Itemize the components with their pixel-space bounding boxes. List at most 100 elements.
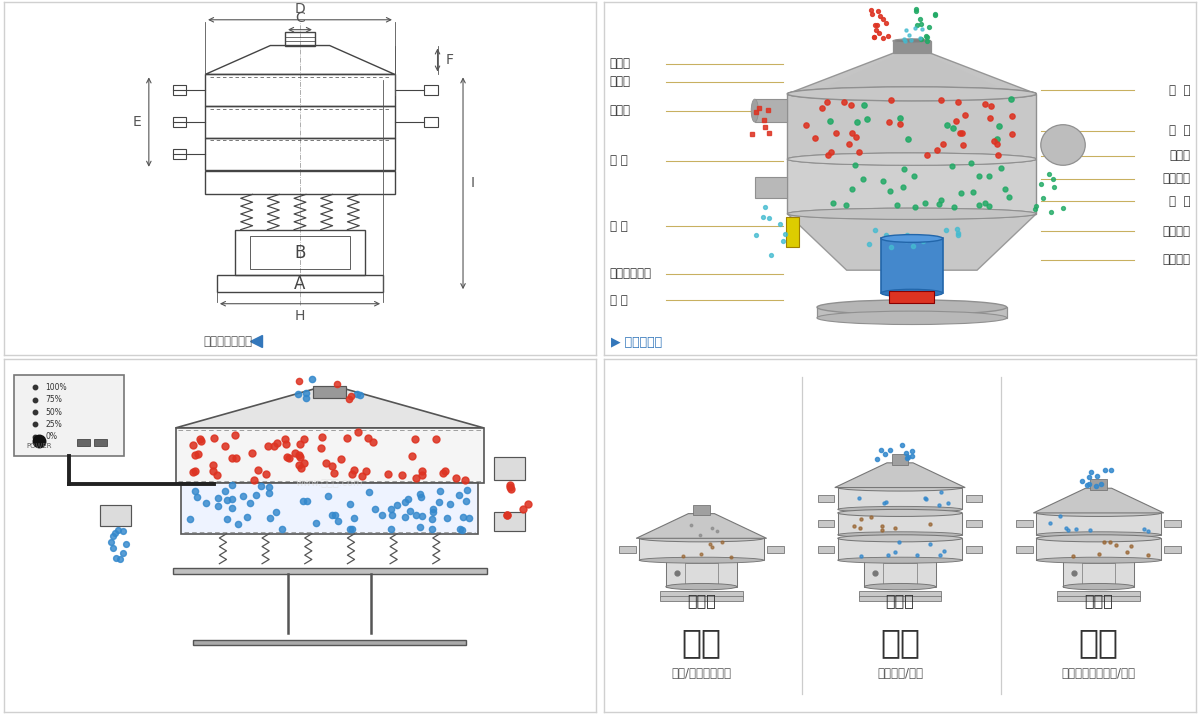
Bar xyxy=(250,236,350,269)
Ellipse shape xyxy=(838,509,962,516)
Bar xyxy=(817,495,834,502)
Bar xyxy=(858,596,942,601)
Bar xyxy=(235,230,365,276)
Bar xyxy=(787,94,1037,159)
Bar xyxy=(1037,538,1160,560)
Text: 上部重锤: 上部重锤 xyxy=(1163,172,1190,185)
Bar xyxy=(817,521,834,528)
Ellipse shape xyxy=(838,484,962,491)
Text: 防尘盖: 防尘盖 xyxy=(610,75,630,88)
Text: H: H xyxy=(295,308,305,323)
Bar xyxy=(666,560,737,587)
Bar xyxy=(286,32,314,46)
Text: 过滤: 过滤 xyxy=(880,627,920,660)
Bar xyxy=(173,568,487,574)
Text: 弹 簧: 弹 簧 xyxy=(610,220,628,233)
Ellipse shape xyxy=(1040,125,1085,165)
Text: 75%: 75% xyxy=(46,396,62,404)
Text: B: B xyxy=(294,243,306,261)
Bar xyxy=(1164,521,1181,528)
Text: 单层式: 单层式 xyxy=(686,593,716,608)
Bar xyxy=(1082,563,1115,584)
Bar xyxy=(966,495,983,502)
Ellipse shape xyxy=(787,208,1037,219)
Text: 三层式: 三层式 xyxy=(886,593,914,608)
Text: 除杂: 除杂 xyxy=(1079,627,1118,660)
Bar xyxy=(173,149,186,159)
Text: www.振动筛.com: www.振动筛.com xyxy=(296,478,364,488)
Bar xyxy=(173,117,186,127)
Text: 筛  盘: 筛 盘 xyxy=(1169,195,1190,208)
Ellipse shape xyxy=(1037,535,1160,542)
Ellipse shape xyxy=(838,532,962,538)
Ellipse shape xyxy=(1037,509,1160,516)
Bar xyxy=(95,439,107,446)
Ellipse shape xyxy=(1037,532,1160,538)
Ellipse shape xyxy=(838,506,962,513)
Bar xyxy=(864,560,936,587)
Text: F: F xyxy=(445,53,454,67)
Text: 加重块: 加重块 xyxy=(1170,149,1190,162)
Text: 出料口: 出料口 xyxy=(610,104,630,117)
Text: 分级: 分级 xyxy=(682,627,721,660)
Text: ▶ 结构示意图: ▶ 结构示意图 xyxy=(611,336,662,349)
Bar xyxy=(893,41,931,54)
Text: POWER: POWER xyxy=(26,443,52,449)
Ellipse shape xyxy=(640,535,763,542)
Polygon shape xyxy=(835,463,965,488)
Bar xyxy=(205,138,395,170)
Text: 双层式: 双层式 xyxy=(1084,593,1114,608)
Text: 0%: 0% xyxy=(46,432,58,441)
Text: 50%: 50% xyxy=(46,408,62,416)
Text: C: C xyxy=(295,11,305,26)
Ellipse shape xyxy=(787,87,1037,101)
Bar xyxy=(966,521,983,528)
Bar xyxy=(425,86,438,95)
Text: 束 环: 束 环 xyxy=(610,154,628,167)
Bar xyxy=(313,386,347,398)
Bar xyxy=(494,457,526,480)
Bar xyxy=(193,640,466,645)
Bar xyxy=(660,596,743,601)
Bar xyxy=(14,375,124,456)
Bar xyxy=(755,99,787,122)
Ellipse shape xyxy=(817,300,1007,315)
Bar xyxy=(1063,560,1134,587)
Bar xyxy=(173,86,186,95)
Bar xyxy=(205,106,395,138)
Text: 机 座: 机 座 xyxy=(610,293,628,307)
Ellipse shape xyxy=(1037,557,1160,563)
Bar xyxy=(838,538,962,560)
Ellipse shape xyxy=(787,87,1037,101)
Bar xyxy=(817,306,1007,318)
Bar xyxy=(892,454,908,465)
Bar xyxy=(205,74,395,106)
Bar xyxy=(838,513,962,535)
Bar xyxy=(619,545,636,553)
Bar xyxy=(1091,479,1106,490)
Text: 运输固定螺栓: 运输固定螺栓 xyxy=(610,267,652,280)
Bar xyxy=(966,545,983,553)
Ellipse shape xyxy=(838,557,962,563)
Bar xyxy=(1164,545,1181,553)
Bar xyxy=(660,591,743,596)
Bar xyxy=(77,439,90,446)
Bar xyxy=(1057,591,1140,596)
Text: 外形尺寸示意图: 外形尺寸示意图 xyxy=(204,335,252,348)
Ellipse shape xyxy=(893,39,931,43)
Text: 网  架: 网 架 xyxy=(1169,124,1190,137)
Ellipse shape xyxy=(1063,583,1134,590)
Bar xyxy=(181,483,478,534)
Text: A: A xyxy=(294,275,306,293)
Text: 进料口: 进料口 xyxy=(610,57,630,71)
Bar xyxy=(889,291,935,303)
Bar xyxy=(858,591,942,596)
Bar xyxy=(640,538,763,560)
Bar xyxy=(767,545,784,553)
Polygon shape xyxy=(811,55,1013,93)
Polygon shape xyxy=(175,389,484,428)
Bar xyxy=(1016,545,1033,553)
Bar xyxy=(175,428,484,483)
Text: I: I xyxy=(470,176,475,190)
Bar xyxy=(425,117,438,127)
